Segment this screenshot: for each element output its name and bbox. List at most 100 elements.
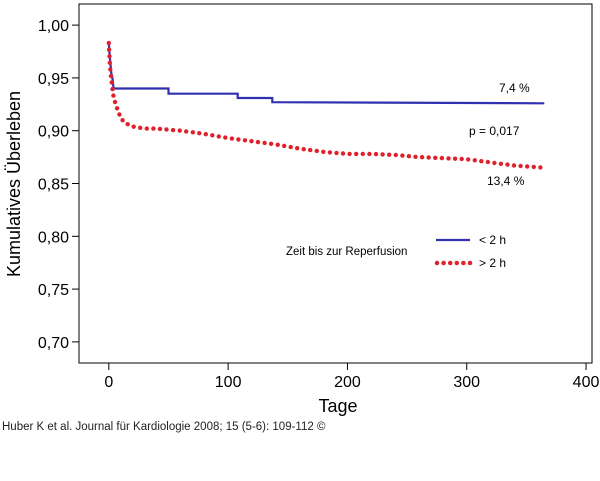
series-over-2h-point xyxy=(117,112,122,117)
end-label-under-2h: 7,4 % xyxy=(499,81,530,95)
series-over-2h-point xyxy=(203,132,208,137)
x-tick-label: 400 xyxy=(573,374,600,391)
series-over-2h-point xyxy=(112,99,118,105)
series-over-2h-point xyxy=(505,162,510,167)
series-over-2h-point xyxy=(210,133,215,138)
series-over-2h-point xyxy=(538,165,543,170)
series-over-2h-point xyxy=(354,151,359,157)
series-over-2h-point xyxy=(236,137,241,142)
series-over-2h-point xyxy=(249,139,254,144)
y-axis: 0,70 0,75 0,80 0,85 0,90 0,95 1,00 xyxy=(38,18,79,352)
x-axis: 0 100 200 300 400 xyxy=(104,363,599,391)
series-over-2h-point xyxy=(131,124,136,129)
series-over-2h-point xyxy=(295,146,300,151)
series-over-2h-point xyxy=(216,134,221,139)
series-over-2h-point xyxy=(197,131,202,136)
series-over-2h-point xyxy=(190,130,195,135)
series-over-2h-point xyxy=(111,93,116,98)
series-over-2h-point xyxy=(301,147,306,152)
series-over-2h-point xyxy=(400,153,405,158)
series-over-2h-point xyxy=(347,151,352,157)
series-over-2h-point xyxy=(439,155,445,161)
series-over-2h-point xyxy=(184,129,189,134)
p-value-annotation: p = 0,017 xyxy=(469,124,520,138)
series-over-2h-point xyxy=(268,141,274,146)
series-over-2h-point xyxy=(229,136,235,141)
series-over-2h-point xyxy=(446,156,451,161)
plot-area xyxy=(78,3,593,364)
series-over-2h-point xyxy=(380,152,385,157)
series-over-2h-point xyxy=(485,159,491,165)
series-over-2h-point xyxy=(406,154,412,159)
series-over-2h-point xyxy=(459,156,464,162)
series-over-2h-point xyxy=(511,163,517,168)
series-over-2h-point xyxy=(242,138,248,143)
series-over-2h-point xyxy=(413,154,418,159)
series-over-2h-point xyxy=(387,152,392,157)
series-over-2h-point xyxy=(472,158,477,163)
x-tick-label: 200 xyxy=(334,374,361,391)
y-tick-label: 0,75 xyxy=(38,282,69,299)
series-over-2h-point xyxy=(282,143,287,149)
series-over-2h-point xyxy=(157,126,163,132)
series-over-2h-point xyxy=(288,144,293,150)
series-over-2h-point xyxy=(108,67,113,72)
series-over-2h-point xyxy=(334,150,339,156)
x-tick-label: 0 xyxy=(104,374,113,391)
legend-entry-under-2h: < 2 h xyxy=(479,233,506,247)
end-label-over-2h: 13,4 % xyxy=(487,174,525,188)
series-over-2h-point xyxy=(308,147,313,153)
series-over-2h-point xyxy=(360,151,365,157)
series-over-2h-point xyxy=(275,142,280,147)
series-over-2h-point xyxy=(531,164,536,170)
x-tick-label: 300 xyxy=(453,374,480,391)
series-over-2h-point xyxy=(255,139,261,145)
series-over-2h-point xyxy=(433,155,438,160)
series-over-2h-point xyxy=(466,157,471,162)
x-axis-label: Tage xyxy=(318,396,357,416)
series-over-2h-point xyxy=(151,126,156,131)
series-over-2h-point xyxy=(177,128,182,133)
series-over-2h-point xyxy=(321,149,326,154)
series-over-2h-point xyxy=(419,155,425,160)
series-over-2h-point xyxy=(452,156,458,161)
series-over-2h-point xyxy=(498,161,504,166)
series-over-2h-point xyxy=(107,60,113,65)
x-tick-label: 100 xyxy=(215,374,242,391)
series-over-2h-point xyxy=(492,160,497,166)
series-over-2h-point xyxy=(125,122,130,127)
survival-chart: 0,70 0,75 0,80 0,85 0,90 0,95 1,00 0 100 200 300 4… xyxy=(4,3,599,416)
series-over-2h-point xyxy=(518,163,523,169)
series-over-2h-point xyxy=(426,155,431,160)
series-over-2h-point xyxy=(106,47,112,52)
series-over-2h-point xyxy=(340,151,346,156)
y-tick-label: 0,80 xyxy=(38,229,69,246)
series-over-2h-point xyxy=(108,73,114,79)
y-tick-label: 0,90 xyxy=(38,124,69,141)
series-over-2h-point xyxy=(223,135,228,140)
series-layer xyxy=(106,40,545,170)
y-axis-label: Kumulatives Überleben xyxy=(4,91,24,277)
series-over-2h-point xyxy=(393,152,398,158)
y-tick-label: 0,85 xyxy=(38,177,69,194)
legend: Zeit bis zur Reperfusion < 2 h > 2 h xyxy=(286,233,506,270)
series-over-2h-point xyxy=(138,125,143,130)
y-tick-label: 0,70 xyxy=(38,335,69,352)
series-over-2h-point xyxy=(170,127,176,133)
series-over-2h-point xyxy=(373,151,379,157)
series-over-2h-point xyxy=(107,54,112,59)
series-over-2h-point xyxy=(525,164,530,169)
series-over-2h-point xyxy=(106,40,112,46)
series-over-2h-point xyxy=(327,150,333,155)
series-over-2h-point xyxy=(262,140,267,146)
series-over-2h-point xyxy=(120,118,125,123)
y-tick-label: 0,95 xyxy=(38,71,69,88)
series-over-2h-point xyxy=(109,80,114,85)
legend-entry-over-2h: > 2 h xyxy=(479,256,506,270)
citation: Huber K et al. Journal für Kardiologie 2… xyxy=(2,421,326,433)
legend-title: Zeit bis zur Reperfusion xyxy=(286,246,407,258)
series-over-2h-point xyxy=(110,86,115,92)
series-over-2h-point xyxy=(164,127,169,132)
series-over-2h-point xyxy=(314,148,319,154)
series-over-2h-point xyxy=(144,126,149,131)
